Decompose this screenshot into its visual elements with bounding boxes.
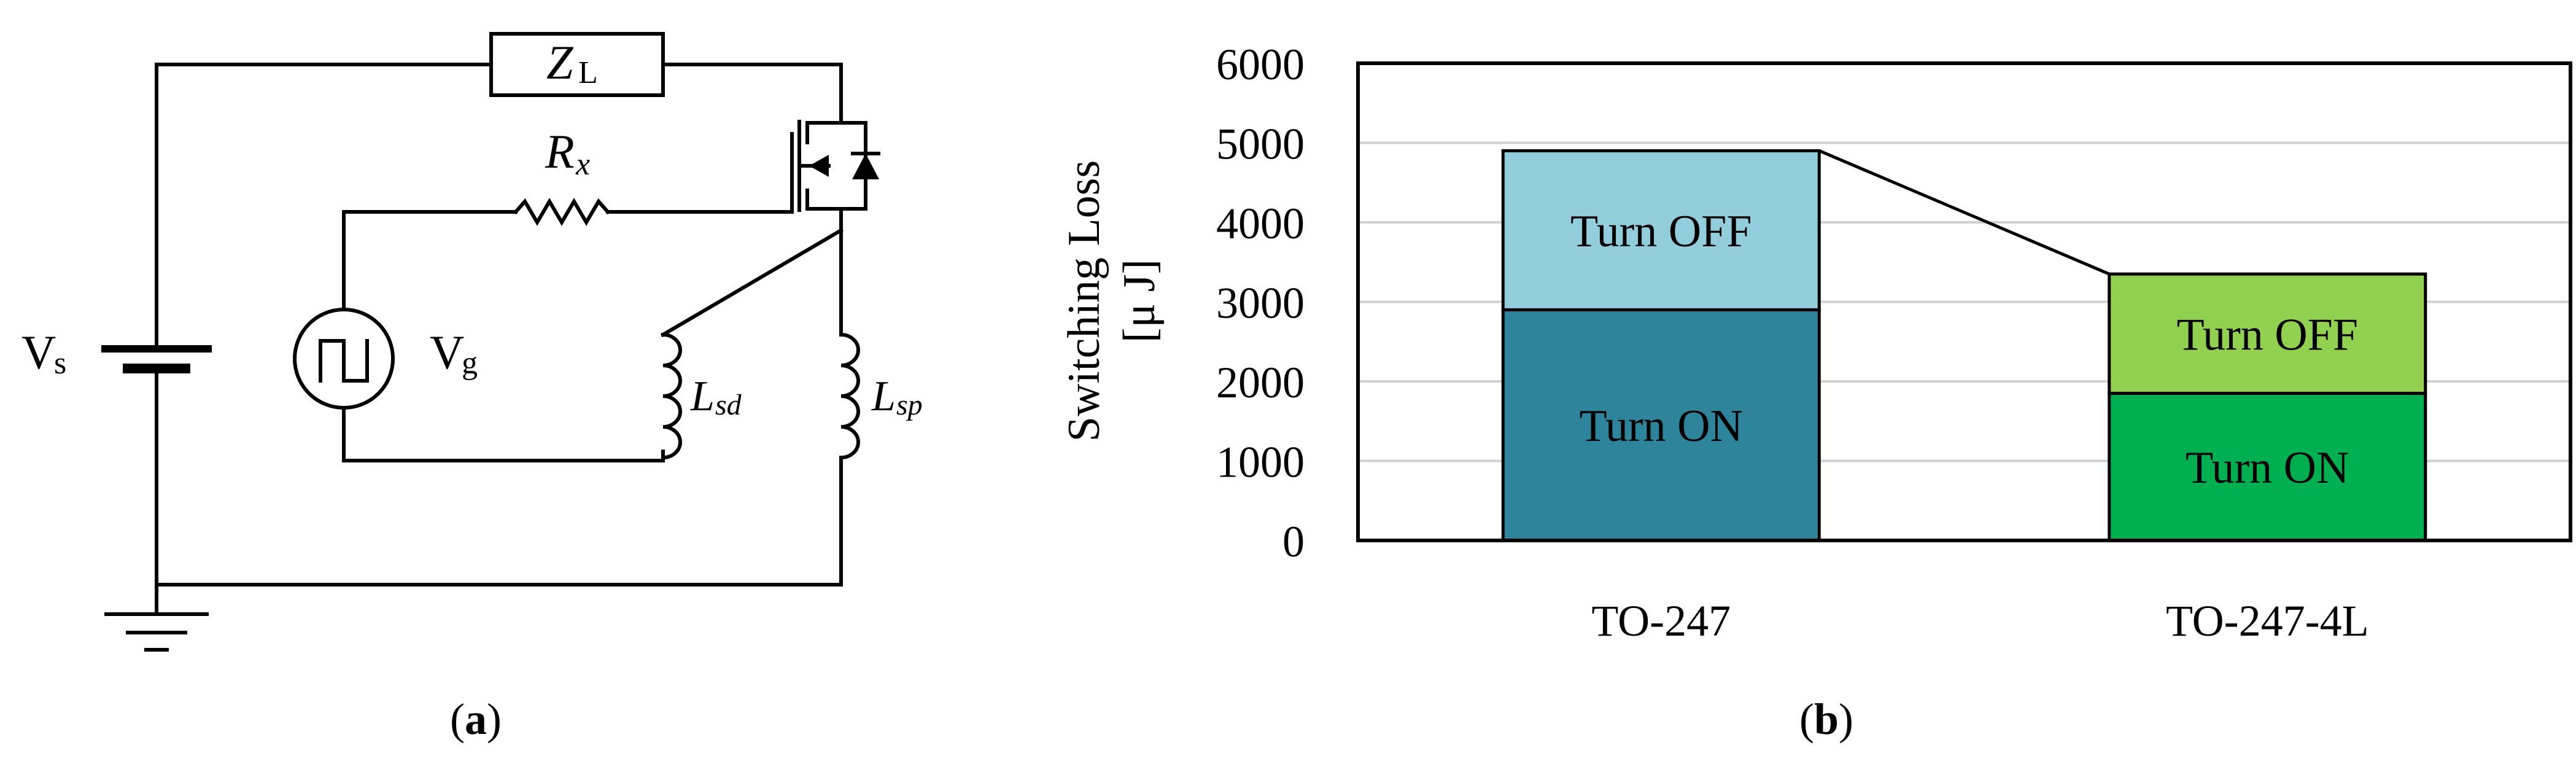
wire-gate [342, 210, 518, 346]
y-tick-label: 5000 [1216, 120, 1305, 169]
supply-subscript: s [54, 346, 66, 381]
caption-a: (a) [450, 695, 502, 744]
y-tick-label: 1000 [1216, 438, 1305, 487]
chart-x-categories: TO-247 TO-247-4L [1591, 596, 2368, 645]
y-tick-label: 6000 [1216, 40, 1305, 89]
resistor-rx-icon [513, 198, 611, 226]
switching-loss-chart: Turn ON Turn OFF Turn ON Turn OFF 0 1000 2000… [1059, 40, 2572, 744]
plot-frame [1356, 61, 2572, 542]
resistor-rx-subscript: x [575, 147, 590, 182]
bar-segment-turn-on [1501, 308, 1821, 542]
x-category-label: TO-247-4L [2166, 596, 2369, 645]
gate-source-label: V [430, 325, 464, 379]
caption-b: (b) [1799, 695, 1853, 744]
inductor-lsp-label: L [871, 373, 896, 420]
wire-kelvin-source [660, 227, 844, 338]
bar-segment-label: Turn OFF [1570, 206, 1752, 257]
y-tick-label: 3000 [1216, 279, 1305, 328]
inductor-lsd-label: L [690, 373, 715, 420]
bar-segment-turn-off [2108, 272, 2427, 395]
bar-connector-line [1818, 149, 2110, 276]
bar-segment-label: Turn OFF [2177, 310, 2359, 360]
inductor-lsd-icon [661, 332, 682, 460]
y-tick-label: 2000 [1216, 358, 1305, 407]
load-impedance-box [489, 32, 665, 97]
chart-y-ticks: 0 1000 2000 3000 4000 5000 6000 [1216, 40, 1305, 566]
y-axis-title-line2: [μ J] [1114, 259, 1165, 343]
inductor-lsp-subscript: sp [896, 389, 923, 421]
x-category-label: TO-247 [1591, 596, 1731, 645]
circuit-diagram: Z L R x V g [21, 32, 923, 744]
gate-source-subscript: g [462, 346, 478, 381]
y-tick-label: 4000 [1216, 199, 1305, 248]
mosfet-symbol [790, 118, 880, 232]
battery-vs-icon [101, 305, 212, 587]
supply-label: V [21, 325, 56, 379]
bar-segment-turn-on [2108, 391, 2427, 542]
wire-top-right [661, 63, 843, 122]
wire-bottom [155, 456, 843, 587]
bar-segment-turn-off [1501, 149, 1821, 311]
load-impedance-label: Z [546, 36, 574, 89]
inductor-lsd-subscript: sd [715, 389, 742, 421]
y-tick-label: 0 [1282, 517, 1305, 566]
bar-segment-label: Turn ON [2186, 443, 2349, 493]
bar-segment-label: Turn ON [1579, 401, 1743, 451]
body-diode-icon [852, 154, 879, 179]
inductor-lsp-icon [839, 332, 860, 460]
wire-gate-return [342, 406, 665, 462]
resistor-rx-label: R [545, 125, 575, 178]
ground-icon [104, 583, 209, 652]
y-axis-title-line1: Switching Loss [1059, 160, 1109, 442]
load-impedance-subscript: L [578, 55, 598, 90]
wire-top-left [155, 63, 493, 309]
chart-bars: Turn ON Turn OFF Turn ON Turn OFF [1501, 149, 2427, 542]
